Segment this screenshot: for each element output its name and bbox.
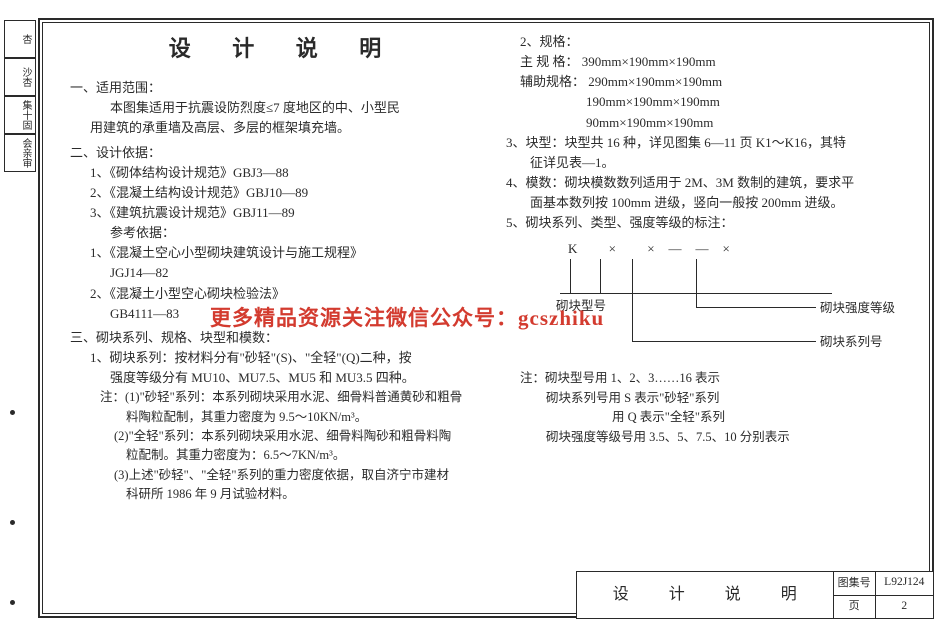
section-3-heading: 三、砌块系列、规格、块型和模数： (70, 328, 480, 348)
section-1-heading: 一、适用范围： (70, 78, 480, 98)
set-number: L92J124 (876, 572, 933, 595)
marking-heading: 5、砌块系列、类型、强度等级的标注： (500, 213, 910, 233)
ref-code: GB4111—83 (70, 304, 480, 324)
ref-item: 1、《混凝土空心小型砌块建筑设计与施工规程》 (70, 243, 480, 263)
diagram-label: 砌块系列号 (820, 333, 883, 352)
section-1-body: 本图集适用于抗震设防烈度≤7 度地区的中、小型民 (70, 98, 480, 118)
side-cell: 杏 (4, 20, 36, 58)
block-type: 3、块型：块型共 16 种，详见图集 6—11 页 K1～K16，其特 (500, 133, 910, 153)
spec-ref: 2、《混凝土结构设计规范》GBJ10—89 (70, 183, 480, 203)
side-cell: 会亲审 (4, 134, 36, 172)
aux-spec: 190mm×190mm×190mm (500, 92, 910, 112)
note-text: (2)"全轻"系列：本系列砌块采用水泥、细骨料陶砂和粗骨料陶 (70, 427, 480, 446)
spec-ref: 3、《建筑抗震设计规范》GBJ11—89 (70, 203, 480, 223)
aux-spec: 90mm×190mm×190mm (500, 113, 910, 133)
note-text: (3)上述"砂轻"、"全轻"系列的重力密度依据，取自济宁市建材 (70, 466, 480, 485)
marking-diagram: K × ×——× 砌块型号 砌块强度等级 砌块系列号 (560, 239, 910, 369)
doc-title: 设 计 说 明 (70, 32, 480, 66)
series-text: 1、砌块系列：按材料分有"砂轻"(S)、"全轻"(Q)二种，按 (70, 348, 480, 368)
note-text: 料陶粒配制，其重力密度为 9.5～10KN/m³。 (70, 408, 480, 427)
section-2-heading: 二、设计依据： (70, 143, 480, 163)
diagram-connector (570, 259, 571, 293)
diagram-note: 用 Q 表示"全轻"系列 (500, 408, 910, 427)
module-text: 4、模数：砌块模数数列适用于 2M、3M 数制的建筑，要求平 (500, 173, 910, 193)
title-block: 设 计 说 明 图集号 L92J124 页 2 (576, 571, 934, 619)
series-text: 强度等级分有 MU10、MU7.5、MU5 和 MU3.5 四种。 (70, 368, 480, 388)
ref-item: 2、《混凝土小型空心砌块检验法》 (70, 284, 480, 304)
diagram-connector (696, 307, 816, 308)
block-type: 征详见表—1。 (500, 153, 910, 173)
side-cell: 集十固 (4, 96, 36, 134)
title-block-name: 设 计 说 明 (577, 572, 834, 618)
punch-hole-icon (10, 600, 15, 605)
page-label: 页 (834, 596, 876, 619)
ref-code: JGJ14—82 (70, 263, 480, 283)
side-cell: 沙杏 (4, 58, 36, 96)
punch-hole-icon (10, 410, 15, 415)
punch-hole-icon (10, 520, 15, 525)
diagram-note: 注：砌块型号用 1、2、3……16 表示 (500, 369, 910, 388)
right-column: 2、规格： 主 规 格： 390mm×190mm×190mm 辅助规格： 290… (490, 32, 920, 572)
spec-heading: 2、规格： (500, 32, 910, 52)
diagram-label: 砌块强度等级 (820, 299, 895, 318)
diagram-note: 砌块强度等级号用 3.5、5、7.5、10 分别表示 (500, 428, 910, 447)
aux-spec: 辅助规格： 290mm×190mm×190mm (500, 72, 910, 92)
diagram-connector (632, 341, 816, 342)
note-text: 注：(1)"砂轻"系列：本系列砌块采用水泥、细骨料普通黄砂和粗骨 (70, 388, 480, 407)
spec-ref: 1、《砌体结构设计规范》GBJ3—88 (70, 163, 480, 183)
ref-heading: 参考依据： (70, 223, 480, 243)
diagram-connector (600, 259, 601, 293)
page-number: 2 (876, 596, 933, 619)
diagram-connector (632, 259, 633, 341)
set-label: 图集号 (834, 572, 876, 595)
diagram-label-left: 砌块型号 (556, 297, 606, 316)
diagram-connector (696, 259, 697, 307)
diagram-note: 砌块系列号用 S 表示"砂轻"系列 (500, 389, 910, 408)
note-text: 科研所 1986 年 9 月试验材料。 (70, 485, 480, 504)
diagram-code: K × ×——× (560, 239, 910, 259)
title-block-meta: 图集号 L92J124 页 2 (834, 572, 933, 618)
binding-labels: 杏 沙杏 集十固 会亲审 (4, 20, 36, 172)
section-1-body: 用建筑的承重墙及高层、多层的框架填充墙。 (70, 118, 480, 138)
main-spec: 主 规 格： 390mm×190mm×190mm (500, 52, 910, 72)
left-column: 设 计 说 明 一、适用范围： 本图集适用于抗震设防烈度≤7 度地区的中、小型民… (60, 32, 490, 572)
content-area: 设 计 说 明 一、适用范围： 本图集适用于抗震设防烈度≤7 度地区的中、小型民… (60, 32, 920, 572)
module-text: 面基本数列按 100mm 进级，竖向一般按 200mm 进级。 (500, 193, 910, 213)
note-text: 粒配制。其重力密度为：6.5～7KN/m³。 (70, 446, 480, 465)
